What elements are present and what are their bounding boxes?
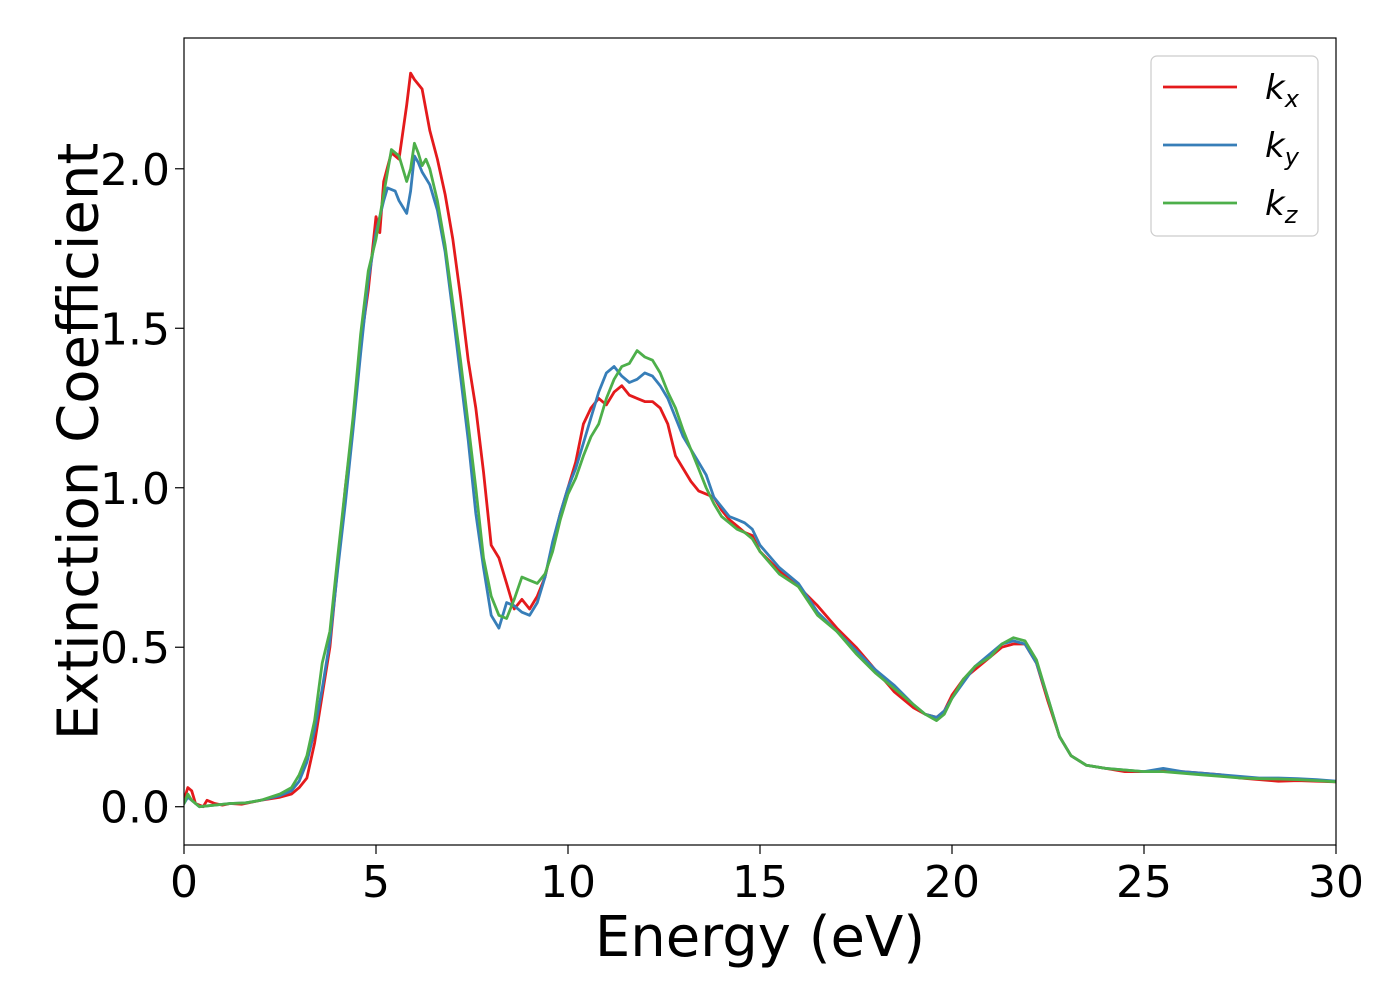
series-line-ky bbox=[184, 154, 1336, 809]
y-tick-label: 0.0 bbox=[100, 783, 170, 834]
x-tick-label: 30 bbox=[1308, 857, 1364, 908]
series-layer bbox=[184, 71, 1336, 809]
legend-label-kz: kz bbox=[1265, 184, 1299, 229]
y-axis: 0.0 0.5 1.0 1.5 2.0 bbox=[100, 145, 184, 834]
x-tick-label: 25 bbox=[1116, 857, 1172, 908]
legend: kx ky kz bbox=[1150, 55, 1319, 237]
x-axis: 0 5 10 15 20 25 30 bbox=[170, 845, 1364, 908]
legend-label-kx: kx bbox=[1265, 68, 1300, 113]
x-tick-label: 5 bbox=[362, 857, 390, 908]
y-tick-label: 2.0 bbox=[100, 145, 170, 196]
x-tick-label: 10 bbox=[540, 857, 596, 908]
y-tick-label: 0.5 bbox=[100, 623, 170, 674]
y-axis-label: Extinction Coefficient bbox=[47, 143, 112, 741]
x-axis-label: Energy (eV) bbox=[595, 905, 925, 970]
legend-label-ky: ky bbox=[1265, 126, 1300, 171]
x-tick-label: 20 bbox=[924, 857, 980, 908]
y-tick-label: 1.0 bbox=[100, 464, 170, 515]
y-tick-label: 1.5 bbox=[100, 304, 170, 355]
x-tick-label: 0 bbox=[170, 857, 198, 908]
series-line-kz bbox=[184, 141, 1336, 809]
x-tick-label: 15 bbox=[732, 857, 788, 908]
